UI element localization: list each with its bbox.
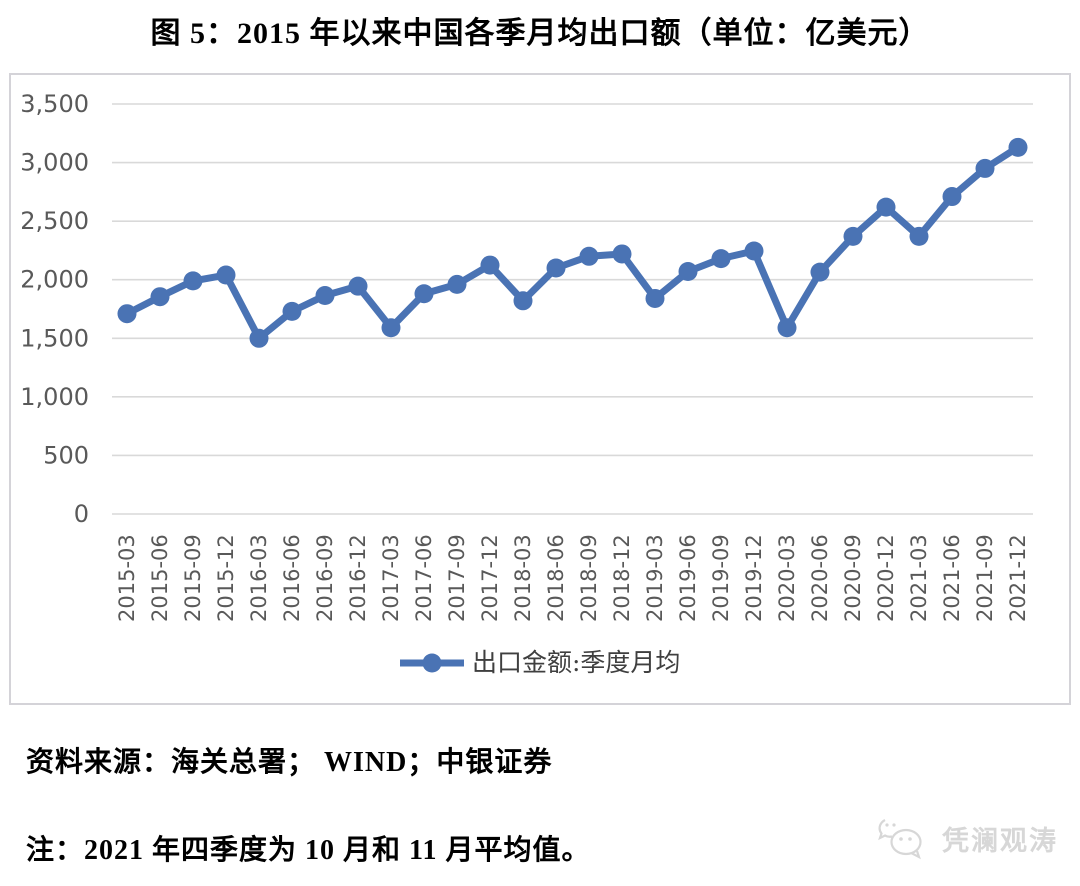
- chart-plot-area: 0 500 1,000 1,500 2,000 2,500 3,000 3,500 2015-0…: [20, 90, 1033, 677]
- svg-text:3,000: 3,000: [20, 149, 89, 177]
- source-note: 资料来源：海关总署； WIND；中银证券: [26, 747, 553, 778]
- svg-text:3,500: 3,500: [20, 90, 89, 118]
- svg-text:出口金额:季度月均: 出口金额:季度月均: [472, 648, 680, 677]
- svg-text:2019-09: 2019-09: [709, 534, 733, 622]
- svg-text:2015-06: 2015-06: [148, 534, 172, 622]
- export-line-chart: 0 500 1,000 1,500 2,000 2,500 3,000 3,500 2015-0…: [9, 73, 1071, 705]
- svg-text:2019-06: 2019-06: [676, 534, 700, 622]
- svg-text:2015-09: 2015-09: [181, 534, 205, 622]
- svg-text:2017-12: 2017-12: [478, 534, 502, 622]
- svg-text:1,500: 1,500: [20, 324, 89, 352]
- svg-text:2021-03: 2021-03: [907, 534, 931, 622]
- svg-text:2021-12: 2021-12: [1006, 534, 1030, 622]
- svg-text:2,000: 2,000: [20, 266, 89, 294]
- svg-text:2018-06: 2018-06: [544, 534, 568, 622]
- svg-text:500: 500: [43, 441, 89, 469]
- svg-text:2016-03: 2016-03: [247, 534, 271, 622]
- watermark: 凭澜观涛: [876, 816, 1058, 860]
- watermark-text: 凭澜观涛: [942, 825, 1058, 856]
- svg-text:2020-06: 2020-06: [808, 534, 832, 622]
- svg-text:2017-06: 2017-06: [412, 534, 436, 622]
- svg-text:0: 0: [74, 500, 89, 528]
- svg-text:2020-09: 2020-09: [841, 534, 865, 622]
- svg-text:2015-12: 2015-12: [214, 534, 238, 622]
- svg-text:1,000: 1,000: [20, 383, 89, 411]
- page-title: 图 5：2015 年以来中国各季月均出口额（单位：亿美元）: [150, 17, 930, 50]
- svg-text:2016-09: 2016-09: [313, 534, 337, 622]
- svg-text:2015-03: 2015-03: [115, 534, 139, 622]
- svg-text:2018-09: 2018-09: [577, 534, 601, 622]
- svg-text:2016-12: 2016-12: [346, 534, 370, 622]
- footnote: 注：2021 年四季度为 10 月和 11 月平均值。: [26, 835, 591, 866]
- svg-text:2017-03: 2017-03: [379, 534, 403, 622]
- wechat-logo-icon: [878, 819, 922, 860]
- svg-text:2021-06: 2021-06: [940, 534, 964, 622]
- svg-text:2017-09: 2017-09: [445, 534, 469, 622]
- svg-text:2,500: 2,500: [20, 207, 89, 235]
- svg-text:2020-03: 2020-03: [775, 534, 799, 622]
- svg-text:2021-09: 2021-09: [973, 534, 997, 622]
- svg-text:2019-12: 2019-12: [742, 534, 766, 622]
- svg-text:2018-12: 2018-12: [610, 534, 634, 622]
- svg-text:2018-03: 2018-03: [511, 534, 535, 622]
- svg-text:2019-03: 2019-03: [643, 534, 667, 622]
- svg-text:2020-12: 2020-12: [874, 534, 898, 622]
- svg-text:2016-06: 2016-06: [280, 534, 304, 622]
